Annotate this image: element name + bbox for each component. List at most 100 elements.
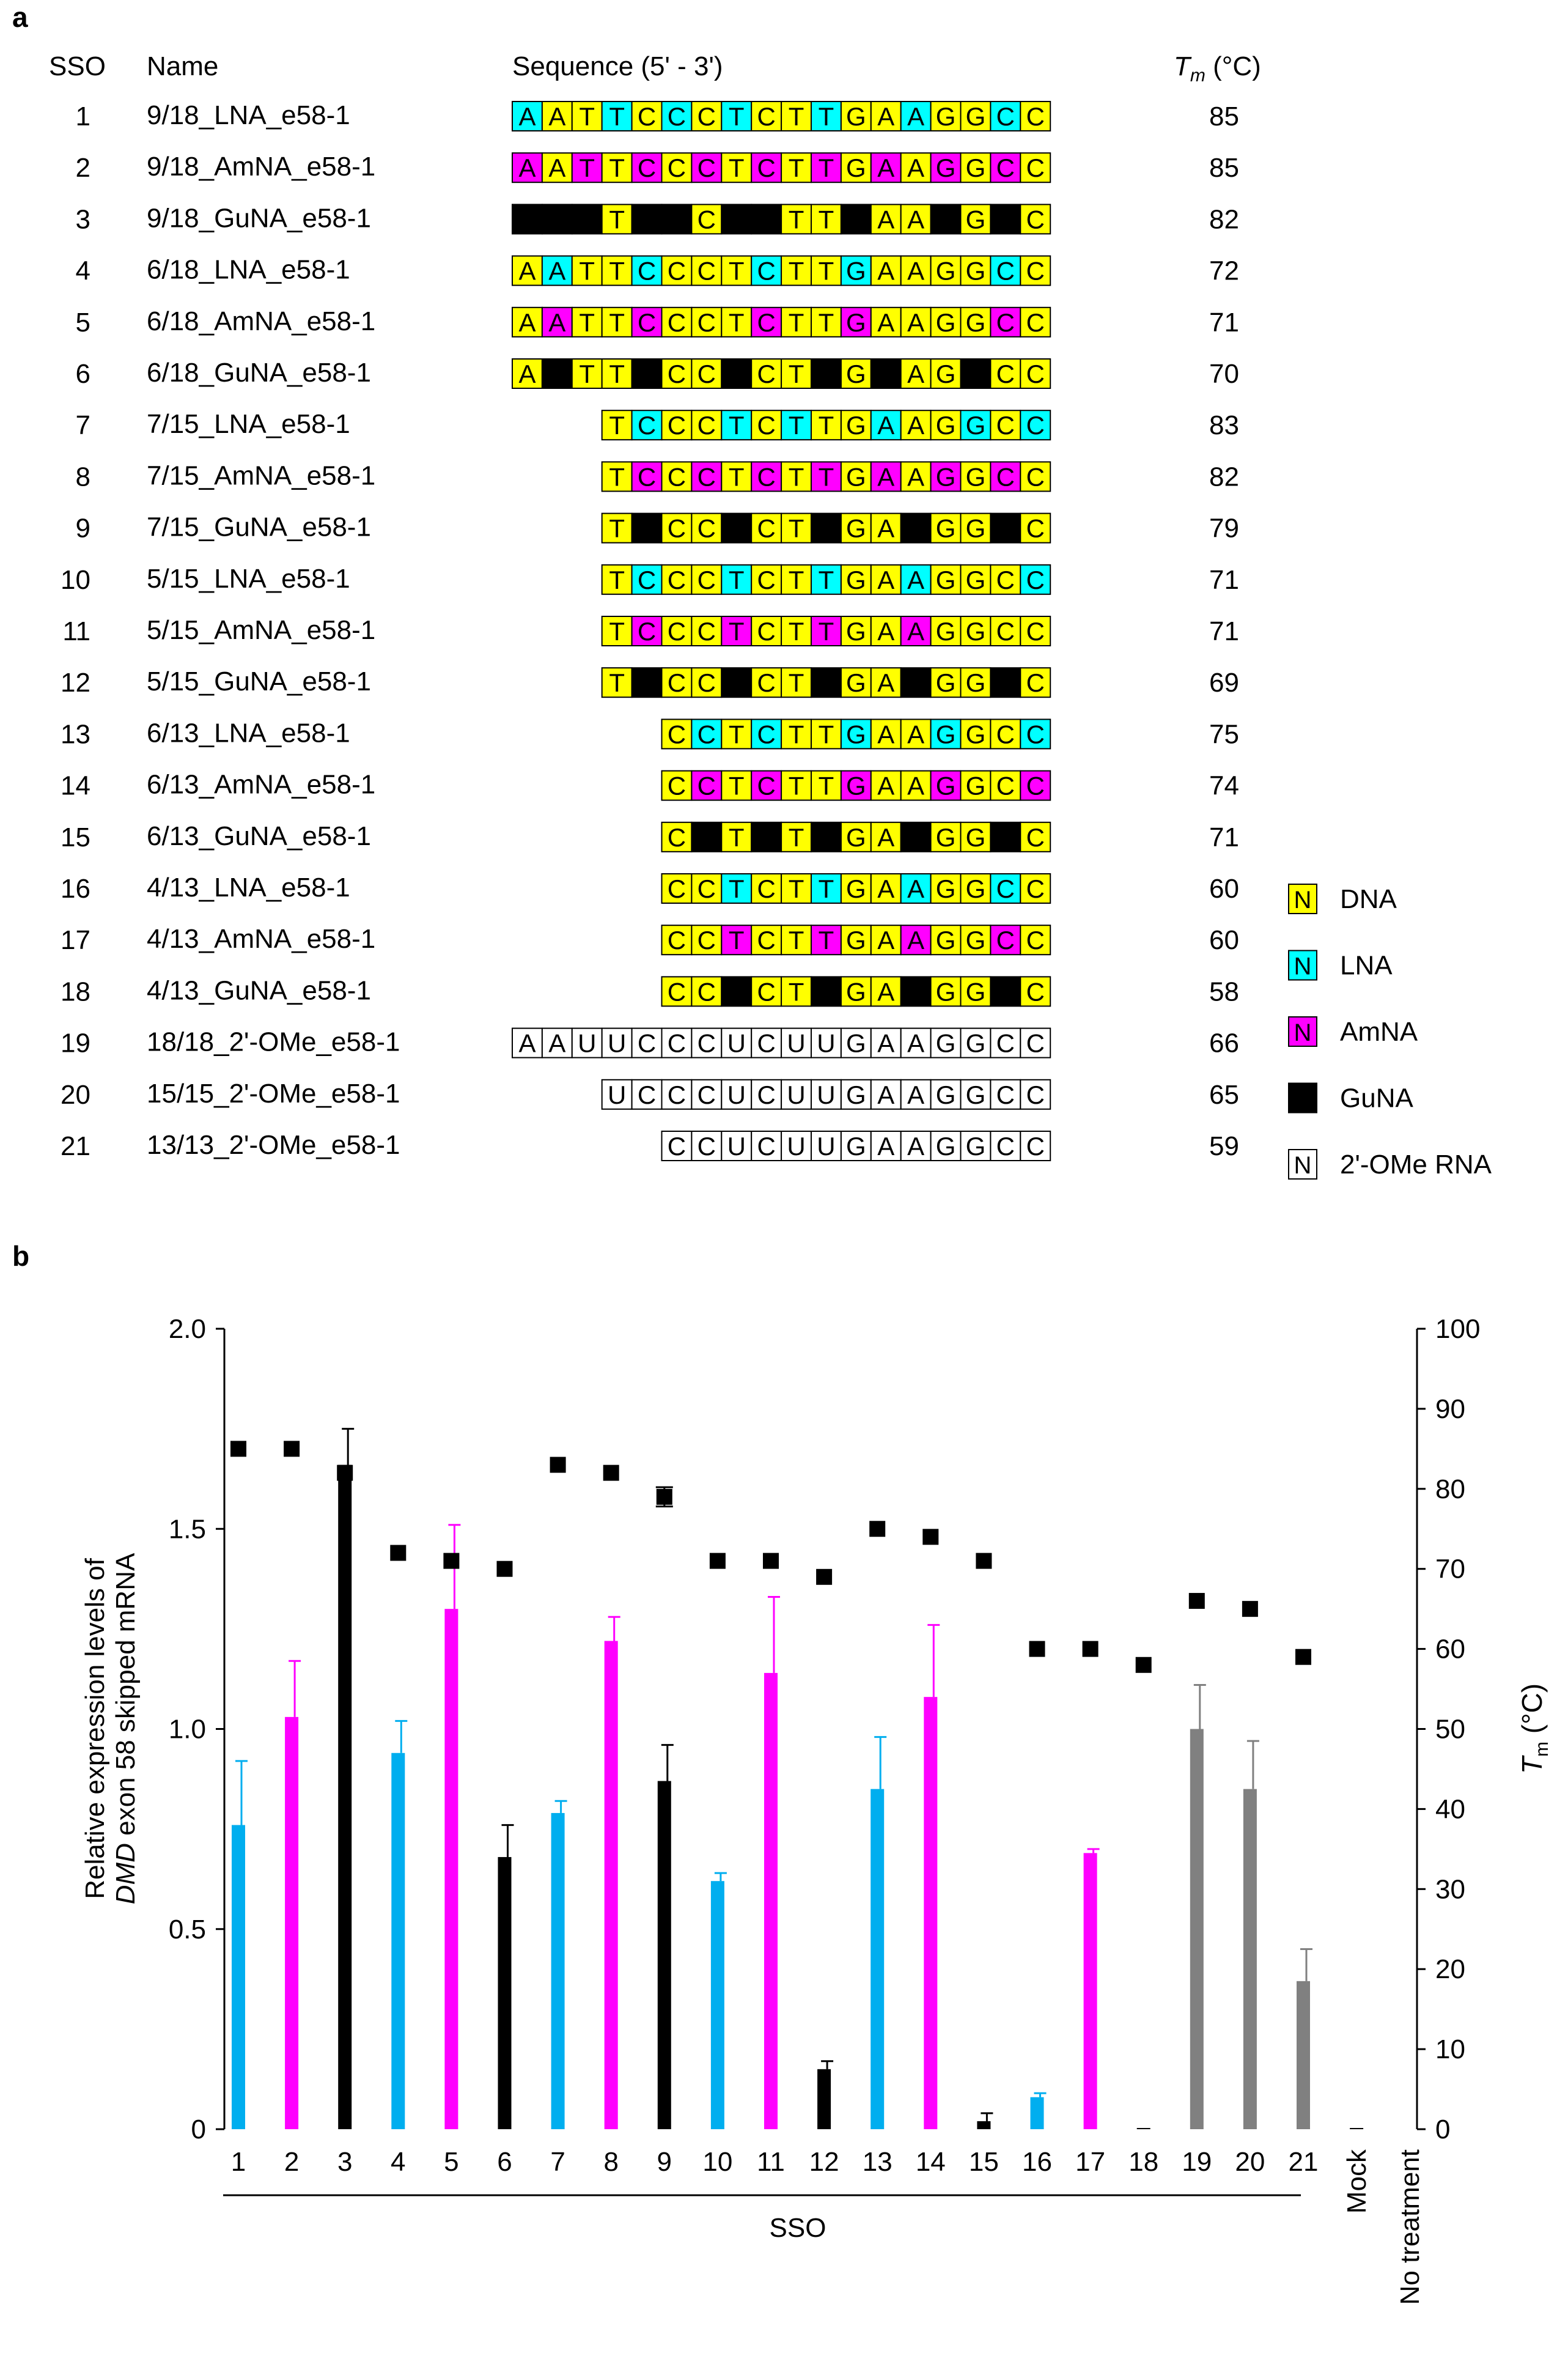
nucleotide-letter: G (966, 205, 986, 234)
nucleotide-letter: T (819, 874, 834, 903)
nucleotide-box (811, 204, 842, 235)
sso-name: 9/18_GuNA_e58-1 (147, 203, 371, 233)
sso-number: 14 (61, 771, 90, 801)
nucleotide-box (930, 873, 962, 904)
nucleotide-box (1020, 1079, 1051, 1110)
nucleotide-letter: T (789, 102, 804, 131)
nucleotide-box (870, 152, 902, 183)
tm-marker (1135, 1657, 1152, 1673)
nucleotide-letter: A (907, 514, 924, 543)
nucleotide-box (661, 204, 693, 235)
right-tick-label: 20 (1435, 1954, 1465, 1984)
x-tick-label: 16 (1022, 2147, 1052, 2177)
nucleotide-box (960, 564, 992, 595)
right-tick-label: 10 (1435, 2034, 1465, 2064)
nucleotide-letter: C (668, 1132, 686, 1161)
nucleotide-letter: G (966, 411, 986, 440)
nucleotide-letter: G (966, 153, 986, 182)
expression-bar (1136, 2128, 1150, 2129)
nucleotide-box (960, 925, 992, 956)
nucleotide-box (691, 255, 723, 286)
nucleotide-box (601, 512, 633, 544)
nucleotide-box (691, 667, 723, 698)
nucleotide-letter: G (936, 823, 956, 852)
nucleotide-box (990, 718, 1021, 750)
nucleotide-letter: C (757, 462, 775, 491)
nucleotide-box (691, 821, 723, 852)
nucleotide-box (1020, 873, 1051, 904)
nucleotide-letter: C (996, 668, 1015, 697)
nucleotide-box (721, 667, 753, 698)
nucleotide-box (870, 1079, 902, 1110)
nucleotide-letter: T (579, 308, 595, 337)
nucleotide-letter: A (877, 308, 894, 337)
nucleotide-letter: C (698, 411, 716, 440)
nucleotide-letter: C (1026, 257, 1045, 286)
nucleotide-box (900, 1131, 932, 1161)
nucleotide-box (631, 101, 663, 131)
nucleotide-box (1020, 306, 1051, 338)
nucleotide-letter: G (846, 874, 866, 903)
nucleotide-box (840, 1027, 872, 1058)
nucleotide-letter: C (996, 102, 1015, 131)
nucleotide-letter: T (729, 823, 745, 852)
nucleotide-letter: C (996, 308, 1015, 337)
nucleotide-letter: A (907, 617, 924, 646)
y-axis-label-rest: exon 58 skipped mRNA (111, 1553, 141, 1843)
nucleotide-letter: T (729, 205, 745, 234)
nucleotide-letter: C (698, 926, 716, 955)
nucleotide-letter: C (698, 153, 716, 182)
tm-value: 72 (1209, 256, 1239, 286)
legend-swatch (1288, 1082, 1317, 1114)
nucleotide-letter: A (907, 1132, 924, 1161)
nucleotide-letter: C (638, 102, 656, 131)
expression-bar (657, 1781, 671, 2129)
nucleotide-box (840, 1131, 872, 1161)
nucleotide-letter: T (729, 720, 745, 748)
sso-number: 13 (61, 719, 90, 749)
nucleotide-letter: T (789, 308, 804, 337)
nucleotide-box (1020, 667, 1051, 698)
nucleotide-box (900, 358, 932, 389)
nucleotide-letter: C (1026, 360, 1045, 388)
nucleotide-letter: G (936, 205, 956, 234)
nucleotide-box (751, 976, 782, 1007)
nucleotide-box (960, 667, 992, 698)
nucleotide-box (661, 770, 693, 801)
nucleotide-box (721, 358, 753, 389)
nucleotide-box (990, 306, 1021, 338)
nucleotide-letter: G (846, 153, 866, 182)
nucleotide-letter: T (729, 360, 745, 388)
nucleotide-letter: G (936, 257, 956, 286)
nucleotide-letter: C (668, 1029, 686, 1058)
sequence-table: 1 9/18_LNA_e58-1 A A T T C C C T C T T G A A G G C C 852 9/18… (61, 100, 1239, 1161)
nucleotide-letter: T (789, 874, 804, 903)
nucleotide-letter: A (877, 926, 894, 955)
nucleotide-letter: T (789, 257, 804, 286)
nucleotide-letter: C (757, 205, 775, 234)
x-tick-label: 14 (916, 2147, 946, 2177)
right-axis-label-unit: (°C) (1516, 1683, 1548, 1742)
nucleotide-box (1020, 410, 1051, 441)
nucleotide-letter: C (757, 257, 775, 286)
nucleotide-letter: C (1026, 772, 1045, 800)
nucleotide-box (930, 410, 962, 441)
nucleotide-letter: A (548, 153, 565, 182)
nucleotide-letter: A (877, 977, 894, 1006)
nucleotide-box (990, 1079, 1021, 1110)
nucleotide-box (930, 512, 962, 544)
expression-bar (1030, 2097, 1044, 2129)
nucleotide-letter: T (609, 668, 625, 697)
sso-number: 10 (61, 565, 90, 595)
nucleotide-box (990, 976, 1021, 1007)
nucleotide-box (631, 1079, 663, 1110)
legend-symbol: N (1294, 953, 1312, 980)
nucleotide-letter: T (609, 257, 625, 286)
nucleotide-box (781, 410, 812, 441)
nucleotide-letter: T (789, 153, 804, 182)
tm-marker (656, 1488, 672, 1505)
nucleotide-box (781, 255, 812, 286)
sso-name: 6/18_GuNA_e58-1 (147, 358, 371, 388)
right-tick-label: 90 (1435, 1394, 1465, 1424)
sso-name: 5/15_LNA_e58-1 (147, 564, 350, 594)
